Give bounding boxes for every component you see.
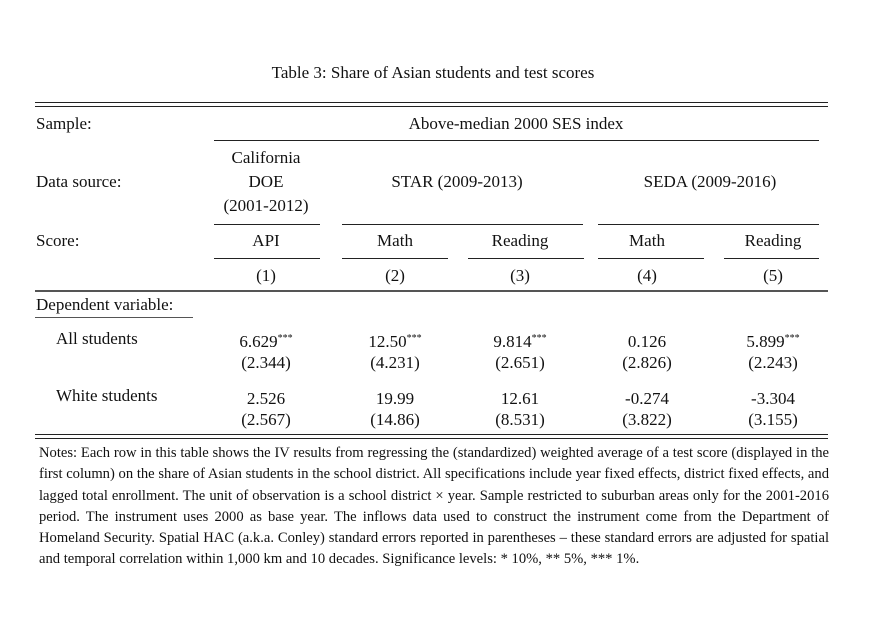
column-number-2: (2) xyxy=(385,266,405,285)
coefficient-value: 12.50 xyxy=(368,332,407,351)
score-col-5: Reading xyxy=(744,231,802,250)
row-label: All students xyxy=(56,329,138,348)
coefficient-value: 5.899 xyxy=(746,332,785,351)
coefficient-cell: 12.61 xyxy=(501,386,539,409)
significance-stars: *** xyxy=(277,333,293,344)
score-label: Score: xyxy=(36,231,80,250)
dependent-variable-underline xyxy=(35,317,193,318)
source-seda: SEDA (2009-2016) xyxy=(643,172,777,191)
coefficient-value: 2.526 xyxy=(246,389,286,408)
source-star: STAR (2009-2013) xyxy=(391,172,523,191)
sample-value: Above-median 2000 SES index xyxy=(408,114,624,133)
standard-error-cell: (2.344) xyxy=(241,353,291,372)
source-cmidrule-1 xyxy=(214,224,320,225)
mid-rule xyxy=(35,290,828,292)
score-col-3: Reading xyxy=(491,231,549,250)
source-california-line3: (2001-2012) xyxy=(223,196,309,215)
coefficient-cell: 12.50*** xyxy=(368,329,421,352)
score-cmidrule-2 xyxy=(342,258,448,259)
source-california-line2: DOE xyxy=(248,172,284,191)
top-rule-2 xyxy=(35,106,828,107)
table-notes: Notes: Each row in this table shows the … xyxy=(39,445,829,568)
standard-error-cell: (4.231) xyxy=(370,353,420,372)
coefficient-cell: 6.629*** xyxy=(239,329,292,352)
score-cmidrule-5 xyxy=(724,258,819,259)
table-title: Table 3: Share of Asian students and tes… xyxy=(271,63,595,82)
coefficient-cell: 5.899*** xyxy=(746,329,799,352)
score-cmidrule-3 xyxy=(468,258,584,259)
standard-error-cell: (8.531) xyxy=(495,410,545,429)
standard-error-cell: (2.651) xyxy=(495,353,545,372)
coefficient-cell: 9.814*** xyxy=(493,329,546,352)
coefficient-value: 6.629 xyxy=(239,332,278,351)
score-cmidrule-1 xyxy=(214,258,320,259)
coefficient-cell: -3.304 xyxy=(751,386,795,409)
standard-error-cell: (2.567) xyxy=(241,410,291,429)
data-source-label: Data source: xyxy=(36,172,122,191)
coefficient-cell: 0.126 xyxy=(628,329,666,352)
top-rule xyxy=(35,102,828,103)
standard-error-cell: (2.243) xyxy=(748,353,798,372)
standard-error-cell: (3.822) xyxy=(622,410,672,429)
coefficient-value: 12.61 xyxy=(500,389,540,408)
significance-stars: *** xyxy=(531,333,547,344)
significance-stars: *** xyxy=(406,333,422,344)
standard-error-cell: (3.155) xyxy=(748,410,798,429)
coefficient-cell: 2.526 xyxy=(247,386,285,409)
source-cmidrule-3 xyxy=(598,224,819,225)
column-number-4: (4) xyxy=(637,266,657,285)
dependent-variable-label: Dependent variable: xyxy=(36,295,174,314)
column-number-3: (3) xyxy=(510,266,530,285)
source-cmidrule-2 xyxy=(342,224,583,225)
coefficient-value: -3.304 xyxy=(751,389,795,408)
score-col-2: Math xyxy=(377,231,413,250)
score-col-1: API xyxy=(252,231,280,250)
significance-stars: *** xyxy=(784,333,800,344)
row-label: White students xyxy=(56,386,158,405)
coefficient-cell: 19.99 xyxy=(376,386,414,409)
score-col-4: Math xyxy=(629,231,665,250)
bottom-rule-2 xyxy=(35,438,828,439)
sample-label: Sample: xyxy=(36,114,92,133)
column-number-5: (5) xyxy=(763,266,783,285)
score-cmidrule-4 xyxy=(598,258,704,259)
sample-cmidrule xyxy=(214,140,819,141)
coefficient-value: -0.274 xyxy=(625,389,669,408)
source-california-line1: California xyxy=(231,148,301,167)
standard-error-cell: (2.826) xyxy=(622,353,672,372)
coefficient-cell: -0.274 xyxy=(625,386,669,409)
column-number-1: (1) xyxy=(256,266,276,285)
coefficient-value: 19.99 xyxy=(375,389,415,408)
bottom-rule xyxy=(35,434,828,435)
coefficient-value: 0.126 xyxy=(627,332,667,351)
standard-error-cell: (14.86) xyxy=(370,410,420,429)
coefficient-value: 9.814 xyxy=(493,332,532,351)
